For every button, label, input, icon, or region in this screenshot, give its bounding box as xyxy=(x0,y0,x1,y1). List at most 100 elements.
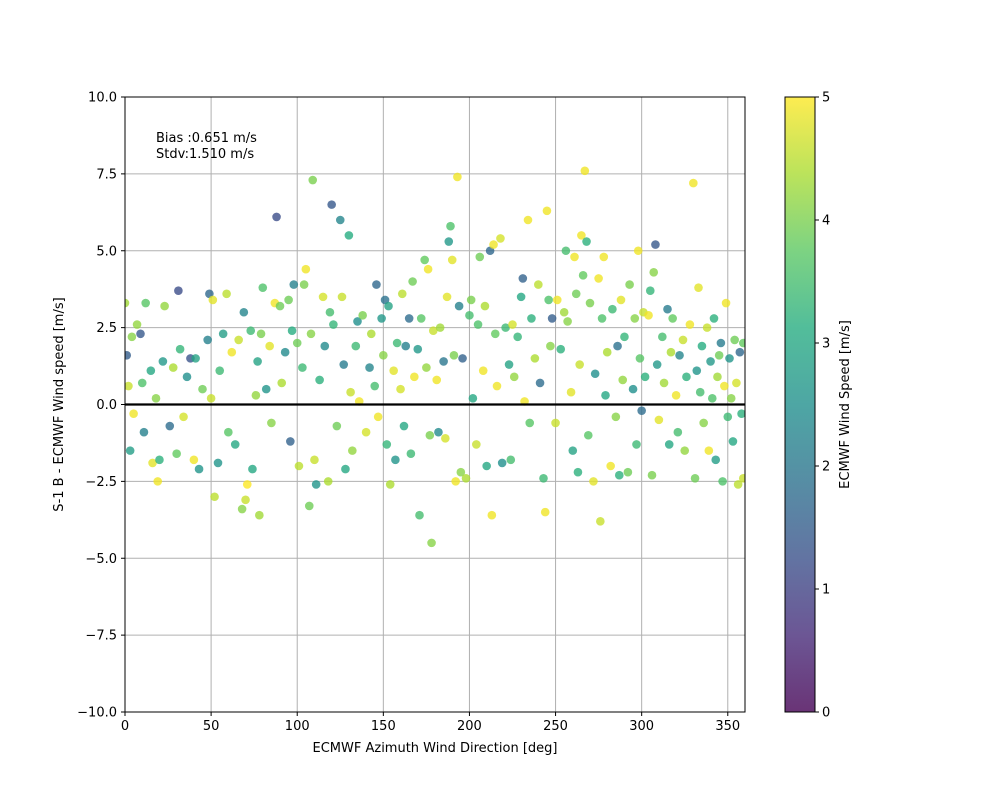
y-axis-ticks: −10.0 −7.5 −5.0 −2.5 0.0 2.5 5.0 7.5 10.0 xyxy=(77,91,125,721)
data-point xyxy=(210,492,219,502)
data-point xyxy=(294,461,304,471)
data-point xyxy=(246,326,256,336)
data-point xyxy=(408,277,417,286)
data-point xyxy=(597,314,607,323)
data-point xyxy=(671,390,681,400)
data-point xyxy=(327,200,336,209)
data-point xyxy=(194,464,204,474)
colorbar-tick-label: 0 xyxy=(822,706,830,721)
data-point xyxy=(385,480,395,489)
data-point xyxy=(370,381,380,391)
data-point xyxy=(644,311,653,320)
data-point xyxy=(611,412,621,422)
data-point xyxy=(248,464,257,474)
data-point xyxy=(413,344,423,354)
data-point xyxy=(707,394,717,403)
data-point xyxy=(125,298,130,308)
data-point xyxy=(704,446,714,455)
data-point xyxy=(435,323,445,332)
data-point xyxy=(425,430,435,440)
colorbar-tick-label: 1 xyxy=(822,583,830,598)
data-point xyxy=(289,280,299,289)
data-point xyxy=(628,384,638,394)
data-point xyxy=(547,314,557,323)
data-point xyxy=(716,338,726,348)
data-point xyxy=(453,172,462,182)
data-point xyxy=(666,347,676,357)
data-point xyxy=(141,298,150,308)
data-point xyxy=(397,289,407,299)
data-point xyxy=(473,320,483,329)
data-point xyxy=(577,231,586,240)
data-point xyxy=(251,390,261,400)
data-point xyxy=(561,246,571,256)
data-point xyxy=(472,440,481,449)
data-point xyxy=(714,351,724,360)
x-tick-label: 250 xyxy=(543,719,568,734)
data-point xyxy=(718,477,727,486)
data-point xyxy=(608,304,617,314)
data-point xyxy=(318,292,328,302)
data-point xyxy=(258,283,268,292)
colorbar-tick-label: 4 xyxy=(822,214,830,229)
data-point xyxy=(189,455,199,465)
x-tick-label: 300 xyxy=(629,719,654,734)
data-point xyxy=(335,215,345,225)
data-point xyxy=(344,231,354,240)
colorbar-label: ECMWF Wind Speed [m/s] xyxy=(838,320,853,489)
data-point xyxy=(482,461,491,471)
data-point xyxy=(182,372,192,382)
data-point xyxy=(366,329,376,339)
data-point xyxy=(542,206,552,216)
data-point xyxy=(606,461,615,471)
data-point xyxy=(673,427,683,437)
data-point xyxy=(695,387,705,397)
data-point xyxy=(659,378,669,388)
data-point xyxy=(540,507,550,517)
data-point xyxy=(663,304,672,314)
data-point xyxy=(348,446,357,455)
data-point xyxy=(733,480,743,489)
data-point xyxy=(578,271,588,280)
data-point xyxy=(346,387,355,397)
data-point xyxy=(341,464,350,474)
data-point xyxy=(535,378,545,388)
data-point xyxy=(351,341,361,351)
data-point xyxy=(127,332,137,342)
data-point xyxy=(396,384,405,394)
data-point xyxy=(723,412,733,422)
data-point xyxy=(658,332,667,342)
data-point xyxy=(165,421,175,431)
data-point xyxy=(602,347,612,357)
data-point xyxy=(625,280,634,289)
y-tick-label: −5.0 xyxy=(85,552,117,567)
data-point xyxy=(454,301,464,311)
data-point xyxy=(527,314,536,323)
data-point xyxy=(442,292,452,302)
data-point xyxy=(449,351,459,360)
data-point xyxy=(501,323,510,332)
data-point xyxy=(571,289,581,299)
data-point xyxy=(439,357,448,366)
data-point xyxy=(325,307,335,317)
data-point xyxy=(654,415,664,425)
data-point xyxy=(709,314,719,323)
data-point xyxy=(737,409,745,419)
data-point xyxy=(640,372,650,382)
y-tick-label: −7.5 xyxy=(85,629,117,644)
data-point xyxy=(298,363,307,372)
data-point xyxy=(647,470,657,480)
data-point xyxy=(551,418,560,428)
data-point xyxy=(379,351,388,360)
data-point xyxy=(265,341,274,351)
data-point xyxy=(323,477,333,486)
data-point xyxy=(692,366,702,375)
data-point xyxy=(416,314,426,323)
data-point xyxy=(721,298,731,308)
data-point xyxy=(678,335,688,345)
data-point xyxy=(139,427,149,437)
data-point xyxy=(320,341,330,351)
data-point xyxy=(616,295,626,305)
data-point xyxy=(475,252,485,262)
data-point xyxy=(137,378,147,388)
